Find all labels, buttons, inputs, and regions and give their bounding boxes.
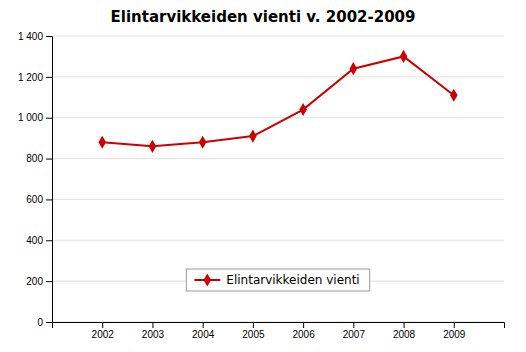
tick: 2002 bbox=[92, 322, 115, 340]
tick-mark bbox=[253, 322, 254, 328]
tick-mark bbox=[303, 322, 304, 328]
tick-label: 2007 bbox=[343, 329, 366, 340]
tick-label: 0 bbox=[37, 317, 43, 328]
tick-mark bbox=[203, 322, 204, 328]
grid-line bbox=[52, 199, 504, 200]
marker bbox=[450, 89, 458, 102]
tick: 2009 bbox=[443, 322, 466, 340]
grid-line bbox=[52, 36, 504, 37]
title: Elintarvikkeiden vienti v. 2002-2009 bbox=[111, 8, 416, 26]
tick-label: 400 bbox=[26, 235, 43, 246]
marker bbox=[199, 136, 207, 149]
tick-mark bbox=[46, 77, 52, 78]
marks bbox=[98, 50, 457, 153]
tick: 2005 bbox=[242, 322, 265, 340]
tick: 1 400 bbox=[18, 31, 52, 42]
grid bbox=[52, 36, 504, 322]
markers bbox=[98, 50, 457, 153]
tick-mark bbox=[404, 322, 405, 328]
marker bbox=[249, 130, 257, 143]
tick: 2004 bbox=[192, 322, 215, 340]
tick-label: 2004 bbox=[192, 329, 215, 340]
tick-mark bbox=[46, 322, 52, 323]
tick-label: 2009 bbox=[443, 329, 466, 340]
tick: 0 bbox=[37, 317, 52, 328]
axis-line bbox=[53, 323, 505, 329]
tick-mark bbox=[46, 199, 52, 200]
legend-label: Elintarvikkeiden vienti bbox=[226, 273, 359, 287]
tick-label: 800 bbox=[26, 153, 43, 164]
x-axis: 2002 2003 2004 2005 2006 2007 2008 2009 bbox=[53, 322, 505, 340]
plot: 2002 2003 2004 2005 2006 2007 2008 2009 0 200 400 6… bbox=[18, 31, 505, 340]
grid-line bbox=[52, 117, 504, 118]
tick-mark bbox=[152, 322, 153, 328]
y-axis: 0 200 400 600 800 1 000 1 200 1 400 bbox=[18, 31, 53, 328]
tick-label: 1 200 bbox=[18, 72, 43, 83]
grid-line bbox=[52, 240, 504, 241]
tick-mark bbox=[46, 281, 52, 282]
tick-label: 600 bbox=[26, 194, 43, 205]
grid-line bbox=[52, 76, 504, 77]
tick-label: 2005 bbox=[242, 329, 265, 340]
tick-mark bbox=[46, 118, 52, 119]
tick: 600 bbox=[26, 194, 52, 205]
tick-mark bbox=[46, 159, 52, 160]
tick-mark bbox=[46, 36, 52, 37]
chart: Elintarvikkeiden vienti v. 2002-20092002… bbox=[0, 0, 526, 352]
marker bbox=[149, 140, 157, 153]
tick-label: 2006 bbox=[292, 329, 315, 340]
tick: 2006 bbox=[292, 322, 315, 340]
tick-mark bbox=[353, 322, 354, 328]
tick-label: 1 400 bbox=[18, 31, 43, 42]
tick: 2008 bbox=[393, 322, 416, 340]
marker bbox=[299, 103, 307, 116]
legend-marker bbox=[204, 273, 212, 286]
tick: 1 000 bbox=[18, 112, 52, 123]
tick-label: 2002 bbox=[92, 329, 115, 340]
tick: 2003 bbox=[142, 322, 165, 340]
tick: 400 bbox=[26, 235, 52, 246]
marker bbox=[350, 62, 358, 75]
tick-mark bbox=[454, 322, 455, 328]
tick-label: 200 bbox=[26, 276, 43, 287]
marker bbox=[400, 50, 408, 63]
tick-label: 2003 bbox=[142, 329, 165, 340]
tick: 800 bbox=[26, 153, 52, 164]
tick: 1 200 bbox=[18, 72, 52, 83]
legend: Elintarvikkeiden vienti bbox=[186, 269, 369, 291]
axis-line bbox=[46, 37, 53, 323]
legend-item: Elintarvikkeiden vienti bbox=[194, 273, 359, 287]
tick-mark bbox=[46, 240, 52, 241]
tick-label: 2008 bbox=[393, 329, 416, 340]
marker bbox=[98, 136, 106, 149]
grid-line bbox=[52, 158, 504, 159]
line bbox=[102, 56, 454, 146]
tick: 2007 bbox=[343, 322, 366, 340]
legend-box bbox=[186, 269, 369, 291]
tick-label: 1 000 bbox=[18, 112, 43, 123]
tick: 200 bbox=[26, 276, 52, 287]
tick-mark bbox=[102, 322, 103, 328]
